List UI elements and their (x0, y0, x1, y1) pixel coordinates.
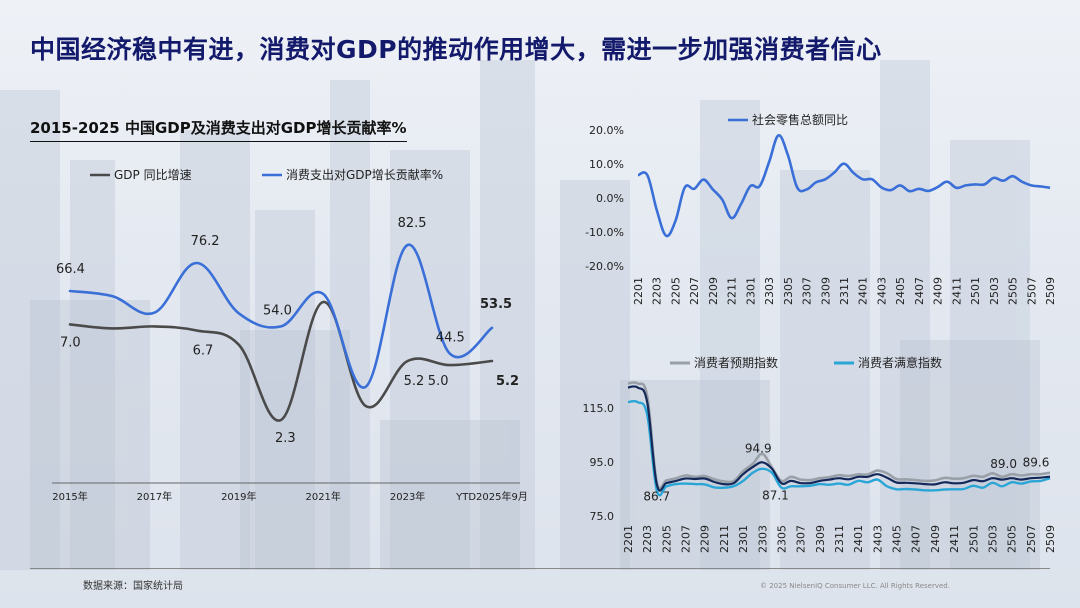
series-line-1 (68, 243, 494, 389)
data-label-0-9: 5.0 (428, 374, 449, 389)
rb-x-tick-14: 2405 (891, 525, 904, 553)
data-source: 数据来源：国家统计局 (83, 581, 183, 592)
rt-x-tick-9: 2307 (801, 277, 814, 305)
rb-x-tick-1: 2203 (641, 525, 654, 553)
consumer-index-chart: 115.0 95.0 75.0 消费者预期指数 消费者满意指数 86.7 94.9 87.1 8… (583, 355, 1058, 553)
rb-x-tick-6: 2301 (737, 525, 750, 553)
rb-x-tick-7: 2303 (756, 525, 769, 553)
data-label-1-10: 53.5 (480, 297, 512, 312)
data-label-0-3: 6.7 (193, 343, 214, 358)
rt-x-tick-12: 2401 (857, 277, 870, 305)
page-title: 中国经济稳中有进，消费对GDP的推动作用增大，需进一步加强消费者信心 (30, 35, 882, 64)
rt-x-tick-20: 2505 (1007, 277, 1020, 305)
rt-x-tick-21: 2507 (1025, 277, 1038, 305)
rb-x-tick-22: 2509 (1044, 525, 1057, 553)
x-tick-label-3: 2021年 (305, 490, 340, 503)
series-line-0 (68, 300, 494, 422)
rt-x-tick-19: 2503 (988, 277, 1001, 305)
legend-label-0: GDP 同比增速 (114, 168, 192, 182)
rt-x-tick-8: 2305 (782, 277, 795, 305)
data-label-0-5: 2.3 (275, 431, 296, 446)
rb-x-tick-2: 2205 (660, 525, 673, 553)
data-label-1-9: 44.5 (436, 331, 465, 346)
x-tick-label-4: 2023年 (390, 490, 425, 503)
data-label-1-0: 66.4 (56, 262, 85, 277)
left-chart-title: 2015-2025 中国GDP及消费支出对GDP增长贡献率% (30, 117, 407, 142)
rb-x-tick-5: 2211 (718, 525, 731, 553)
rt-series-line (637, 134, 1051, 238)
rt-x-tick-0: 2201 (632, 277, 645, 305)
rt-x-tick-17: 2411 (950, 277, 963, 305)
data-label-0-0: 7.0 (60, 335, 81, 350)
rb-data-label-14: 94.9 (745, 441, 772, 455)
x-tick-label-0: 2015年 (52, 490, 87, 503)
copyright-notice: © 2025 NielsenIQ Consumer LLC. All Right… (760, 582, 950, 590)
rb-x-tick-15: 2407 (910, 525, 923, 553)
rb-y-tick-1: 95.0 (590, 456, 615, 469)
data-label-1-5: 54.0 (263, 303, 292, 318)
rb-series-line-0 (627, 381, 1051, 490)
rt-y-tick-2: 0.0% (596, 192, 624, 205)
rt-y-tick-1: 10.0% (589, 158, 624, 171)
rb-x-tick-9: 2307 (795, 525, 808, 553)
rb-x-tick-8: 2305 (775, 525, 788, 553)
rb-legend-label-1: 消费者满意指数 (858, 355, 942, 370)
rb-x-tick-12: 2401 (852, 525, 865, 553)
rt-x-tick-7: 2303 (763, 277, 776, 305)
rb-x-tick-18: 2501 (967, 525, 980, 553)
rt-y-tick-0: 20.0% (589, 124, 624, 137)
rb-legend-label-0: 消费者预期指数 (694, 355, 778, 370)
data-label-0-8: 5.2 (404, 374, 425, 389)
rb-x-tick-19: 2503 (986, 525, 999, 553)
legend-label-1: 消费支出对GDP增长贡献率% (286, 167, 443, 182)
rb-x-tick-0: 2201 (622, 525, 635, 553)
rt-x-tick-22: 2509 (1044, 277, 1057, 305)
rb-series-line-1 (627, 399, 1051, 497)
gdp-consumption-chart: GDP 同比增速 消费支出对GDP增长贡献率% 7.06.72.35.2 5.0 5.… (52, 167, 528, 503)
rt-x-tick-11: 2311 (838, 277, 851, 305)
rb-data-label-44: 89.6 (1023, 456, 1050, 470)
rt-x-tick-15: 2407 (913, 277, 926, 305)
rb-data-label-16: 87.1 (762, 488, 789, 502)
rb-data-label-3: 86.7 (643, 489, 670, 503)
rb-x-tick-13: 2403 (871, 525, 884, 553)
rt-x-tick-5: 2211 (726, 277, 739, 305)
rt-x-tick-18: 2501 (969, 277, 982, 305)
rt-x-tick-3: 2207 (688, 277, 701, 305)
rb-x-tick-10: 2309 (814, 525, 827, 553)
data-label-1-3: 76.2 (191, 234, 220, 249)
rt-x-tick-10: 2309 (819, 277, 832, 305)
rb-y-tick-2: 75.0 (590, 510, 615, 523)
rb-x-tick-17: 2411 (948, 525, 961, 553)
retail-sales-chart: 20.0% 10.0% 0.0% -10.0% -20.0% 社会零售总额同比 2201 22… (585, 112, 1057, 305)
rb-x-tick-3: 2207 (680, 525, 693, 553)
x-tick-label-2: 2019年 (221, 490, 256, 503)
rb-x-tick-21: 2507 (1025, 525, 1038, 553)
left-chart-legend: GDP 同比增速 消费支出对GDP增长贡献率% (90, 167, 443, 182)
rb-x-tick-16: 2409 (929, 525, 942, 553)
rb-x-tick-4: 2209 (699, 525, 712, 553)
rt-legend-label: 社会零售总额同比 (752, 112, 848, 127)
rt-x-tick-4: 2209 (707, 277, 720, 305)
rt-x-tick-14: 2405 (894, 277, 907, 305)
rb-data-label-40: 89.0 (990, 457, 1017, 471)
rt-x-tick-2: 2205 (669, 277, 682, 305)
rt-x-tick-6: 2301 (744, 277, 757, 305)
rt-x-tick-13: 2403 (875, 277, 888, 305)
data-label-0-10: 5.2 (496, 374, 519, 389)
rt-x-tick-16: 2409 (932, 277, 945, 305)
x-tick-label-1: 2017年 (137, 490, 172, 503)
rb-x-tick-20: 2505 (1006, 525, 1019, 553)
rt-x-tick-1: 2203 (651, 277, 664, 305)
x-tick-label-5: YTD2025年9月 (455, 490, 528, 503)
rb-x-tick-11: 2311 (833, 525, 846, 553)
data-label-1-8: 82.5 (398, 216, 427, 231)
rb-y-tick-0: 115.0 (583, 402, 615, 415)
rb-series-line-2 (627, 385, 1051, 492)
rt-y-tick-3: -10.0% (585, 226, 624, 239)
rt-y-tick-4: -20.0% (585, 260, 624, 273)
footer-divider (30, 568, 1050, 569)
